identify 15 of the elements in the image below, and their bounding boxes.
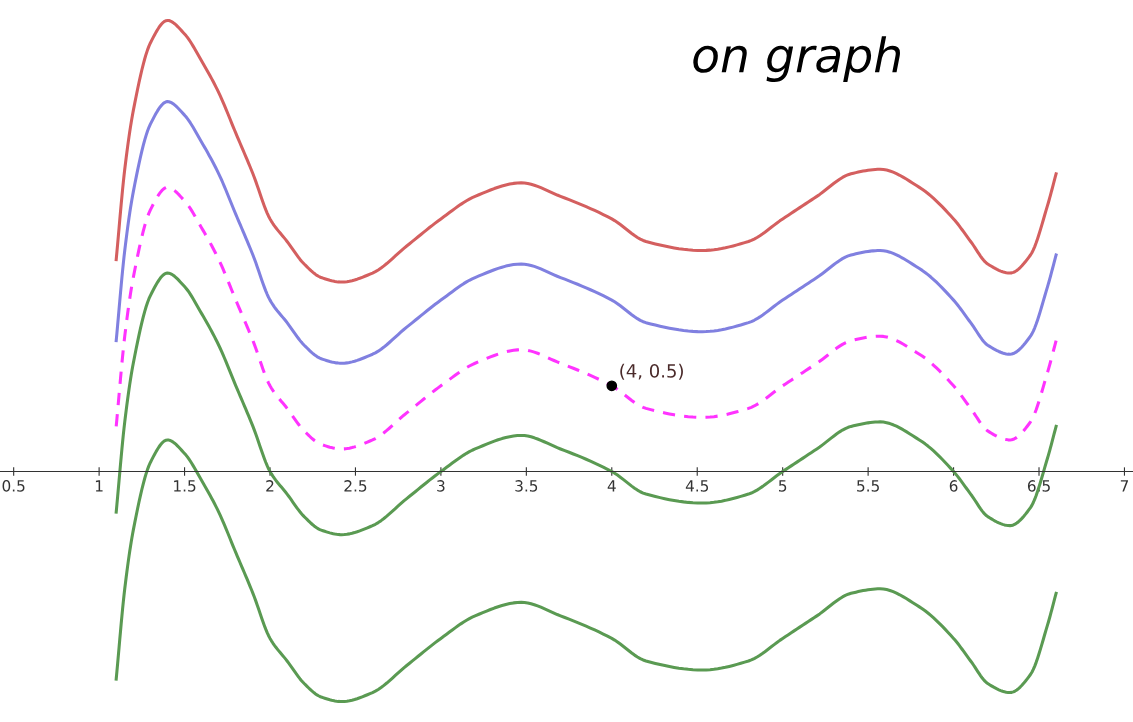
x-tick-label: 3 xyxy=(437,480,445,492)
x-tick-label: 6 xyxy=(949,480,958,492)
annotation: on graph xyxy=(693,36,900,83)
x-tick-label: 5 xyxy=(778,480,787,492)
annotation: (4, 0.5) xyxy=(620,363,683,380)
x-tick-label: 0.5 xyxy=(2,480,25,492)
x-tick-label: 1.5 xyxy=(174,480,196,492)
x-tick-label: 1 xyxy=(95,480,103,492)
x-tick-label: 2.5 xyxy=(344,480,367,492)
x-tick-label: 3.5 xyxy=(515,480,538,492)
x-tick-label: 7 xyxy=(1120,480,1129,492)
x-tick-label: 2 xyxy=(266,480,274,492)
x-tick-label: 4 xyxy=(607,480,616,492)
x-tick-label: 4.5 xyxy=(685,480,709,492)
x-tick-label: 5.5 xyxy=(857,480,879,492)
